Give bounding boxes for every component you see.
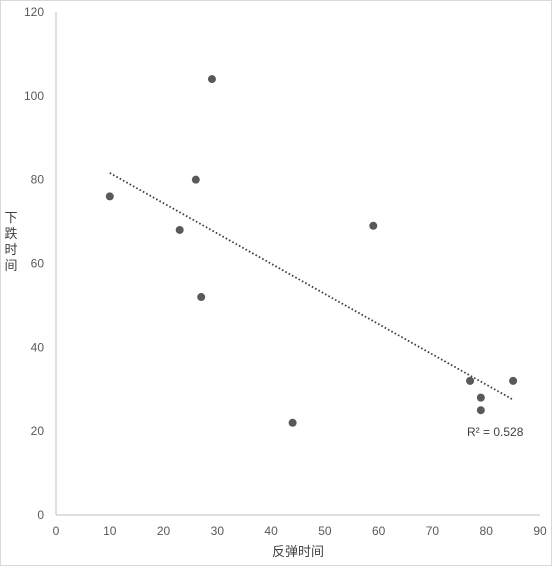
y-tick-label: 60 (31, 257, 45, 271)
x-tick-label: 10 (103, 524, 117, 538)
y-tick-label: 80 (31, 173, 45, 187)
y-axis-title-char: 跌 (4, 226, 17, 241)
x-tick-label: 20 (157, 524, 171, 538)
data-point (207, 75, 216, 84)
x-tick-label: 90 (533, 524, 547, 538)
r-squared-label: R² = 0.528 (467, 425, 524, 439)
data-point (369, 221, 378, 230)
axes (55, 12, 540, 516)
x-tick-label: 40 (264, 524, 278, 538)
data-point (288, 418, 297, 427)
y-tick-labels: 0 20 40 60 80 100 120 (24, 5, 44, 522)
y-axis-title-char: 下 (4, 210, 17, 225)
y-tick-label: 120 (24, 5, 44, 19)
y-tick-label: 40 (31, 340, 45, 354)
data-point (191, 175, 200, 184)
x-tick-label: 50 (318, 524, 332, 538)
x-tick-label: 70 (426, 524, 440, 538)
y-tick-label: 100 (24, 89, 44, 103)
x-tick-label: 30 (211, 524, 225, 538)
data-points (105, 75, 518, 427)
y-axis-title: 下跌时间 (4, 210, 17, 273)
y-tick-label: 0 (37, 508, 44, 522)
data-point (175, 225, 184, 234)
data-point (509, 376, 518, 385)
trendline (109, 172, 514, 401)
x-tick-label: 60 (372, 524, 386, 538)
data-point (197, 293, 206, 302)
x-tick-label: 80 (480, 524, 494, 538)
y-axis-title-char: 间 (4, 258, 17, 273)
y-axis-title-char: 时 (4, 242, 17, 257)
data-point (466, 376, 475, 385)
x-axis-title: 反弹时间 (272, 544, 324, 559)
data-point (476, 406, 485, 415)
data-point (476, 393, 485, 402)
y-tick-label: 20 (31, 424, 45, 438)
data-point (105, 192, 114, 201)
x-tick-label: 0 (53, 524, 60, 538)
x-tick-labels: 0 10 20 30 40 50 60 70 80 90 (53, 524, 547, 538)
